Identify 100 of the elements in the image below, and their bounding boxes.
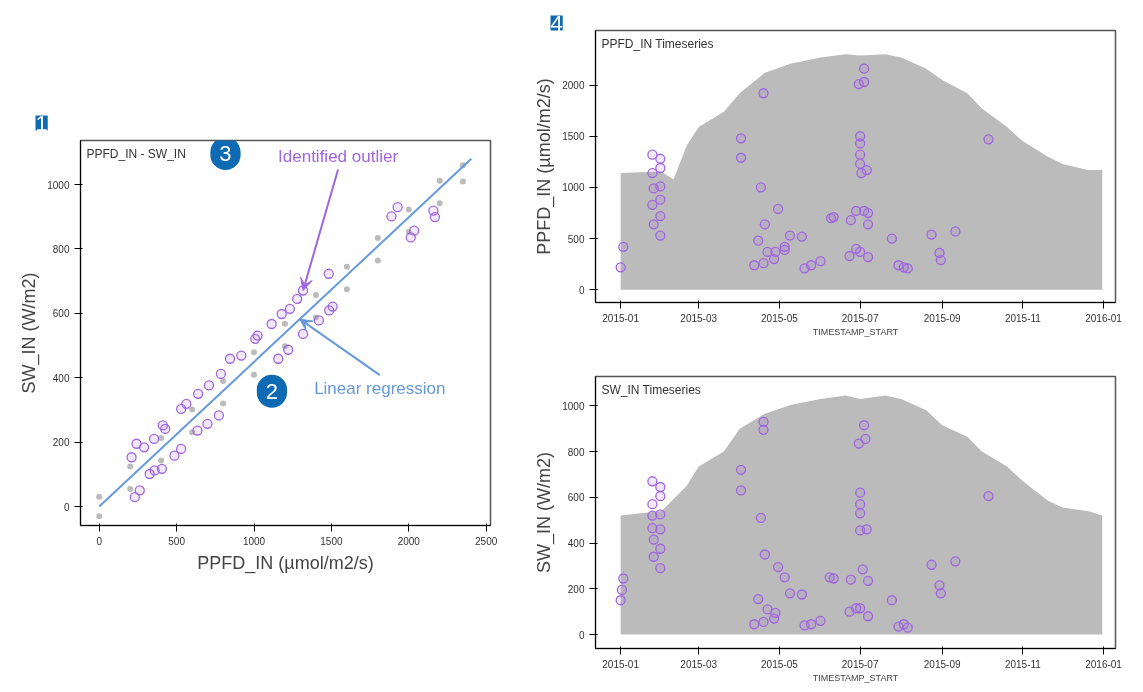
x-tick-label: 500 [168, 535, 186, 547]
point [735, 464, 747, 475]
point [273, 353, 284, 364]
point [857, 564, 868, 575]
x-tick-label: 1500 [320, 535, 343, 547]
point [815, 615, 826, 626]
y-tick-label: 800 [567, 446, 585, 458]
point [126, 452, 137, 463]
point [276, 308, 287, 320]
point [343, 263, 350, 270]
point [655, 563, 666, 574]
point [297, 328, 309, 340]
point [647, 499, 658, 510]
point [648, 551, 659, 562]
point [374, 235, 381, 242]
point [96, 513, 103, 520]
x-axis-title: PPFD_IN (µmol/m2/s) [197, 552, 374, 574]
y-axis-title: PPFD_IN (µmol/m2/s) [534, 78, 556, 255]
point [758, 424, 769, 435]
point [647, 476, 658, 487]
y-tick-label: 0 [63, 501, 70, 513]
x-tick-label: 2015-05 [761, 658, 799, 670]
point [283, 344, 294, 355]
point [192, 388, 204, 399]
point [854, 487, 866, 498]
text: 1 [35, 110, 48, 136]
x-tick-label: 2015-03 [680, 312, 718, 324]
point [655, 524, 666, 535]
point [266, 318, 277, 330]
point [158, 434, 165, 441]
annotation: Identified outlier [278, 146, 399, 166]
point [758, 616, 769, 628]
point [749, 619, 760, 630]
point [251, 349, 257, 356]
x-tick-label: 2015-07 [841, 312, 879, 324]
x-tick-label: 2016-01 [1085, 312, 1123, 324]
x-tick-label: 2015-01 [602, 312, 640, 324]
x-tick-label: 2015-11 [1004, 312, 1042, 324]
y-tick-label: 200 [567, 583, 585, 595]
point [96, 493, 103, 500]
point [854, 499, 866, 510]
point [220, 400, 227, 407]
point [950, 556, 961, 567]
point [854, 508, 866, 519]
point [828, 573, 839, 584]
text: PPFD_IN Timeseries [601, 36, 714, 51]
point [409, 225, 420, 236]
point [845, 574, 857, 585]
y-tick-label: 600 [567, 492, 585, 504]
point [138, 442, 150, 453]
point [755, 512, 767, 524]
point [292, 293, 303, 305]
point [158, 457, 165, 464]
x-tick-label: 2015-01 [602, 658, 640, 670]
y-axis-title: SW_IN (W/m2) [19, 272, 41, 394]
point [862, 611, 874, 622]
x-tick-label: 2015-09 [923, 658, 961, 670]
point [886, 595, 898, 606]
y-tick-label: 1000 [47, 179, 70, 191]
x-tick-label: 1000 [242, 535, 266, 547]
x-tick-label: 2015-05 [761, 312, 799, 324]
point [156, 463, 168, 474]
y-tick-label: 1500 [562, 131, 585, 143]
y-axis-title: SW_IN (W/m2) [534, 452, 556, 573]
y-tick-label: 200 [52, 437, 70, 449]
x-axis-title: TIMESTAMP_START [812, 672, 899, 683]
point [405, 228, 412, 235]
point [343, 286, 350, 293]
point [313, 315, 324, 326]
point [129, 492, 140, 503]
x-axis-title: TIMESTAMP_START [812, 326, 899, 337]
point [615, 595, 626, 606]
point [796, 589, 808, 600]
y-tick-label: 500 [567, 233, 585, 245]
x-tick-label: 2000 [397, 535, 421, 547]
point [860, 433, 871, 445]
point [854, 603, 866, 614]
text: 4 [550, 10, 563, 36]
y-tick-label: 2000 [562, 80, 585, 92]
annotation: 2 [265, 378, 279, 404]
point [770, 607, 781, 618]
point [181, 398, 192, 409]
point [926, 559, 937, 570]
point [203, 380, 215, 391]
x-tick-label: 2015-11 [1004, 658, 1042, 670]
text: SW_IN Timeseries [601, 382, 701, 397]
point [224, 353, 236, 364]
point [392, 201, 403, 213]
y-tick-label: 0 [578, 629, 585, 641]
point [220, 377, 227, 384]
point [616, 584, 628, 596]
point [148, 433, 160, 445]
point [312, 292, 319, 299]
point [806, 619, 817, 630]
point [312, 314, 319, 321]
point [169, 450, 180, 461]
y-tick-label: 1000 [562, 182, 585, 194]
y-tick-label: 600 [52, 308, 70, 320]
point [935, 588, 946, 599]
point [862, 575, 874, 586]
